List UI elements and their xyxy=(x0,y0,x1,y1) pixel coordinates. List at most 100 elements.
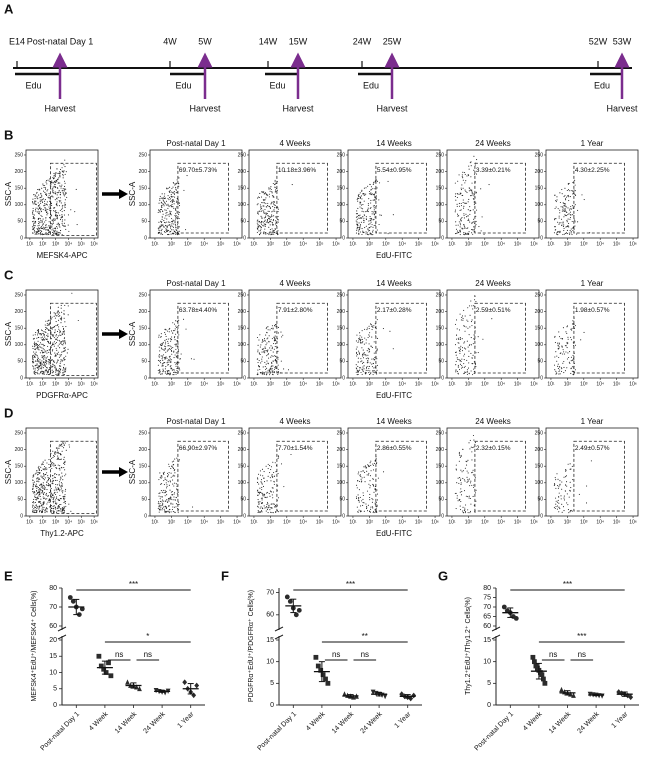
event-dot xyxy=(565,331,567,333)
event-dot xyxy=(166,484,168,486)
event-dot xyxy=(168,472,170,474)
y-tick-label: 250 xyxy=(139,152,148,158)
event-dot xyxy=(557,363,559,365)
event-dot xyxy=(275,365,277,367)
event-dot xyxy=(59,185,61,187)
event-dot xyxy=(258,502,260,504)
event-dot xyxy=(50,223,52,225)
y-tick-label: 0 xyxy=(53,702,57,709)
event-dot xyxy=(49,370,52,372)
event-dot xyxy=(466,476,468,478)
event-dot xyxy=(454,344,457,346)
event-dot xyxy=(555,487,557,489)
event-dot xyxy=(362,357,365,359)
event-dot xyxy=(35,200,37,202)
event-dot xyxy=(460,345,462,347)
event-dot xyxy=(265,507,267,509)
event-dot xyxy=(61,359,63,361)
event-dot xyxy=(37,213,40,215)
event-dot xyxy=(56,180,58,182)
event-dot xyxy=(475,489,477,491)
event-dot xyxy=(359,510,362,512)
event-dot xyxy=(471,232,473,234)
event-dot xyxy=(39,359,41,361)
event-dot xyxy=(59,194,61,196)
event-dot xyxy=(566,233,568,235)
event-dot xyxy=(167,361,169,363)
event-dot xyxy=(59,504,61,506)
event-dot xyxy=(574,371,576,373)
event-dot xyxy=(56,203,58,205)
data-point xyxy=(70,598,76,604)
event-dot xyxy=(36,196,38,198)
y-tick-label: 50 xyxy=(537,219,543,225)
event-dot xyxy=(555,206,557,208)
event-dot xyxy=(268,357,270,359)
event-dot xyxy=(264,361,266,363)
event-dot xyxy=(358,193,360,195)
event-dot xyxy=(59,347,61,349)
event-dot xyxy=(171,225,173,227)
event-dot xyxy=(62,171,64,173)
gate-text: 66.90±2.97% xyxy=(179,445,217,452)
event-dot xyxy=(166,357,168,359)
event-dot xyxy=(364,227,366,229)
event-dot xyxy=(168,328,170,330)
event-dot xyxy=(175,483,177,485)
event-dot xyxy=(370,186,372,188)
event-dot xyxy=(274,231,276,233)
event-dot xyxy=(565,232,568,234)
event-dot xyxy=(464,510,467,512)
event-dot xyxy=(167,338,169,340)
event-dot xyxy=(570,328,572,330)
event-dot xyxy=(262,205,264,207)
event-dot xyxy=(168,364,170,366)
event-dot xyxy=(275,324,278,326)
event-dot xyxy=(473,173,476,175)
event-dot xyxy=(266,332,268,334)
event-dot xyxy=(175,186,177,189)
event-dot xyxy=(464,226,466,228)
event-dot xyxy=(365,233,367,235)
event-dot xyxy=(161,216,164,218)
event-dot xyxy=(459,338,461,340)
event-dot xyxy=(457,500,459,502)
y-tick-label: 65 xyxy=(483,613,491,620)
event-dot xyxy=(175,233,177,235)
event-dot xyxy=(268,222,270,224)
event-dot xyxy=(259,204,261,206)
event-dot xyxy=(566,226,568,228)
event-dot xyxy=(172,467,174,469)
event-dot xyxy=(269,221,271,223)
event-dot xyxy=(462,512,464,514)
event-dot xyxy=(65,192,67,194)
event-dot xyxy=(41,330,43,332)
event-dot xyxy=(52,505,54,508)
event-dot xyxy=(455,319,458,321)
x-tick-label: 10⁶ xyxy=(431,381,439,387)
event-dot xyxy=(268,226,270,228)
event-dot xyxy=(274,355,277,358)
x-tick-label: 10² xyxy=(267,519,275,525)
y-tick-label: 150 xyxy=(337,186,346,192)
event-dot xyxy=(362,492,364,494)
event-dot xyxy=(37,357,39,359)
event-dot xyxy=(273,201,275,203)
event-dot xyxy=(161,491,163,493)
event-dot xyxy=(51,188,53,190)
event-dot xyxy=(468,478,470,480)
event-dot xyxy=(569,468,571,470)
x-tick-label: 10⁶ xyxy=(233,381,241,387)
event-dot xyxy=(160,206,163,208)
event-dot xyxy=(58,189,60,191)
event-dot xyxy=(559,484,561,486)
event-dot xyxy=(63,185,66,188)
event-dot xyxy=(40,199,43,201)
event-dot xyxy=(471,325,473,327)
event-dot xyxy=(57,192,59,194)
event-dot xyxy=(462,187,464,189)
event-dot xyxy=(48,324,50,326)
event-dot xyxy=(565,345,567,347)
event-dot xyxy=(60,202,62,204)
event-dot xyxy=(59,490,61,492)
